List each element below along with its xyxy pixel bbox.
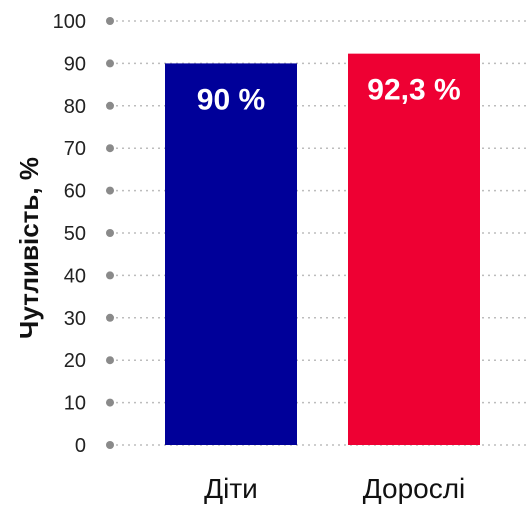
y-tick-label-10: 10 xyxy=(64,393,86,415)
tick-dot-10 xyxy=(106,398,114,407)
tick-dot-40 xyxy=(106,271,114,280)
y-tick-label-70: 70 xyxy=(64,138,86,160)
y-axis-ticks: 0 10 20 30 40 50 60 70 80 90 100 xyxy=(53,11,114,457)
tick-dot-100 xyxy=(106,17,114,25)
y-tick-label-40: 40 xyxy=(64,265,86,287)
data-labels: 90 % 92,3 % xyxy=(197,74,461,117)
y-tick-label-30: 30 xyxy=(64,308,86,330)
data-label-2: 92,3 % xyxy=(367,74,460,107)
data-label-1: 90 % xyxy=(197,83,265,116)
tick-dot-70 xyxy=(106,144,114,153)
tick-dot-0 xyxy=(106,441,114,449)
y-axis-title: Чутливість, % xyxy=(14,157,44,339)
bar-2 xyxy=(348,53,480,445)
y-tick-label-100: 100 xyxy=(53,11,86,33)
bars xyxy=(165,53,480,446)
x-axis-labels: Діти Дорослі xyxy=(204,473,465,504)
y-tick-label-50: 50 xyxy=(64,223,86,245)
y-tick-label-90: 90 xyxy=(64,53,86,75)
tick-dot-30 xyxy=(106,313,114,322)
tick-dot-50 xyxy=(106,229,114,237)
bar-1 xyxy=(165,63,297,446)
y-tick-label-80: 80 xyxy=(64,96,86,118)
tick-dot-80 xyxy=(106,101,114,110)
y-tick-label-20: 20 xyxy=(64,350,86,372)
category-label-2: Дорослі xyxy=(363,473,466,504)
y-tick-label-60: 60 xyxy=(64,181,86,203)
tick-dot-90 xyxy=(106,59,114,68)
tick-dot-60 xyxy=(106,186,114,195)
tick-dot-20 xyxy=(106,356,114,365)
category-label-1: Діти xyxy=(204,473,258,504)
y-tick-label-0: 0 xyxy=(75,435,86,457)
